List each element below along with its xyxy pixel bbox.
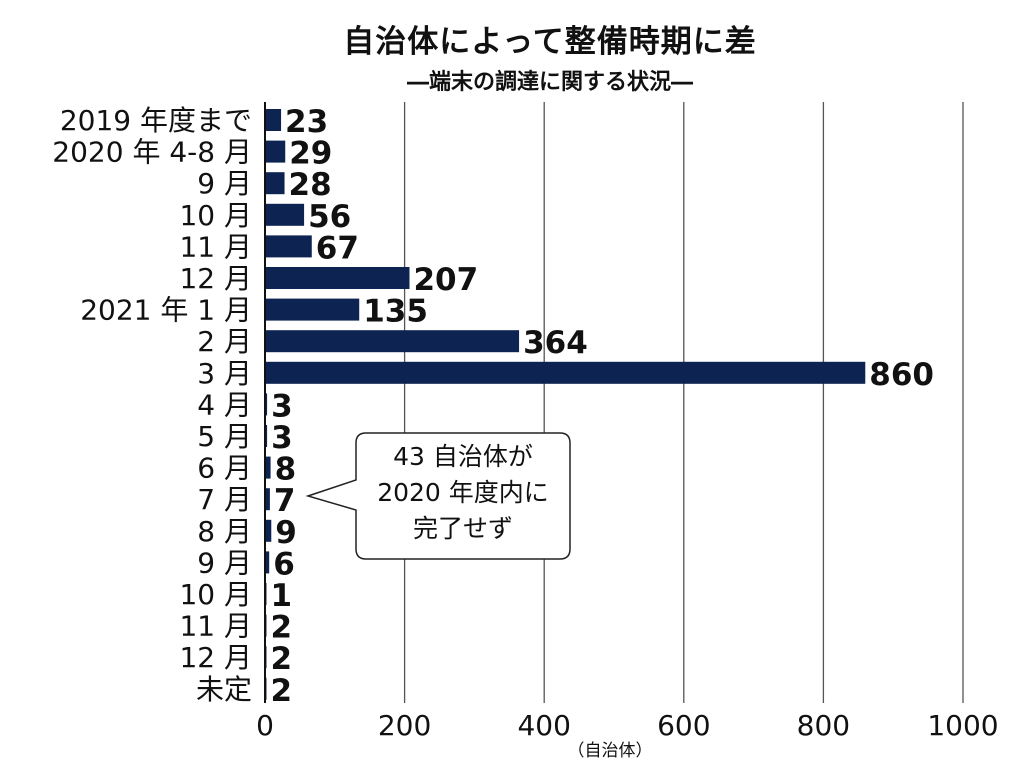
axes: 0 200 400 600 800 1000 （自治体） <box>256 102 999 761</box>
bar <box>265 425 268 447</box>
bar <box>265 235 312 258</box>
value-label: 2 <box>271 673 293 709</box>
value-label: 8 <box>275 452 297 488</box>
bar <box>265 361 866 384</box>
category-label: 6 月 <box>197 452 252 485</box>
category-label: 8 月 <box>197 515 252 548</box>
category-label: 10 月 <box>179 578 252 611</box>
x-tick-label: 200 <box>378 709 431 742</box>
bar <box>265 267 410 289</box>
bars <box>265 109 866 700</box>
callout-line-3: 完了せず <box>412 514 513 543</box>
category-label: 9 月 <box>197 167 252 200</box>
bar <box>265 203 305 226</box>
category-label: 2019 年度まで <box>60 104 252 137</box>
value-label: 207 <box>413 262 478 298</box>
grid-lines <box>403 102 964 703</box>
category-label: 9 月 <box>197 546 252 579</box>
bar <box>265 456 271 479</box>
value-label: 9 <box>275 515 297 551</box>
value-label: 28 <box>289 167 332 203</box>
value-label: 3 <box>271 420 293 456</box>
value-label: 6 <box>273 546 295 582</box>
bar <box>265 393 268 416</box>
bar <box>265 172 285 195</box>
bar <box>265 298 360 321</box>
chart-subtitle: ―端末の調達に関する状況― <box>406 70 693 95</box>
category-label: 5 月 <box>197 420 252 453</box>
chart-title: 自治体によって整備時期に差 <box>343 24 757 60</box>
x-tick-label: 800 <box>797 709 850 742</box>
category-label: 12 月 <box>179 641 252 674</box>
bar <box>265 551 270 574</box>
value-label: 56 <box>308 199 351 235</box>
category-label: 11 月 <box>179 230 252 263</box>
value-label: 2 <box>271 641 293 677</box>
value-label: 23 <box>285 104 328 140</box>
x-tick-label: 600 <box>657 709 710 742</box>
value-label: 67 <box>316 230 359 266</box>
bar <box>265 519 272 542</box>
callout-bubble <box>305 432 571 560</box>
bar <box>265 140 286 163</box>
callout-text: 43 自治体が 2020 年度内に 完了せず <box>356 439 570 547</box>
callout-line-2: 2020 年度内に <box>377 478 549 507</box>
category-label: 2021 年 1 月 <box>80 294 252 327</box>
value-label: 135 <box>363 294 428 330</box>
value-label: 7 <box>274 483 296 519</box>
value-label: 29 <box>289 136 332 172</box>
bar <box>265 488 270 511</box>
callout-shape <box>305 432 571 560</box>
category-label: 10 月 <box>179 199 252 232</box>
callout-box: 43 自治体が 2020 年度内に 完了せず <box>356 433 570 559</box>
value-label: 1 <box>271 578 293 614</box>
x-tick-label: 0 <box>256 709 274 742</box>
category-label: 2020 年 4-8 月 <box>52 136 252 169</box>
value-label: 364 <box>523 325 588 361</box>
x-axis-label: （自治体） <box>568 741 653 761</box>
category-label: 3 月 <box>197 357 252 390</box>
category-label: 未定 <box>196 673 252 706</box>
x-tick-label: 400 <box>517 709 570 742</box>
category-label: 4 月 <box>197 388 252 421</box>
value-label: 2 <box>271 610 293 646</box>
callout-line-1: 43 自治体が <box>393 442 533 471</box>
bar <box>265 330 520 353</box>
value-label: 860 <box>869 357 934 393</box>
category-label: 11 月 <box>179 610 252 643</box>
category-label: 7 月 <box>197 483 252 516</box>
category-label: 2 月 <box>197 325 252 358</box>
x-tick-label: 1000 <box>927 709 998 742</box>
category-label: 12 月 <box>179 262 252 295</box>
bar <box>265 109 282 131</box>
value-label: 3 <box>271 388 293 424</box>
